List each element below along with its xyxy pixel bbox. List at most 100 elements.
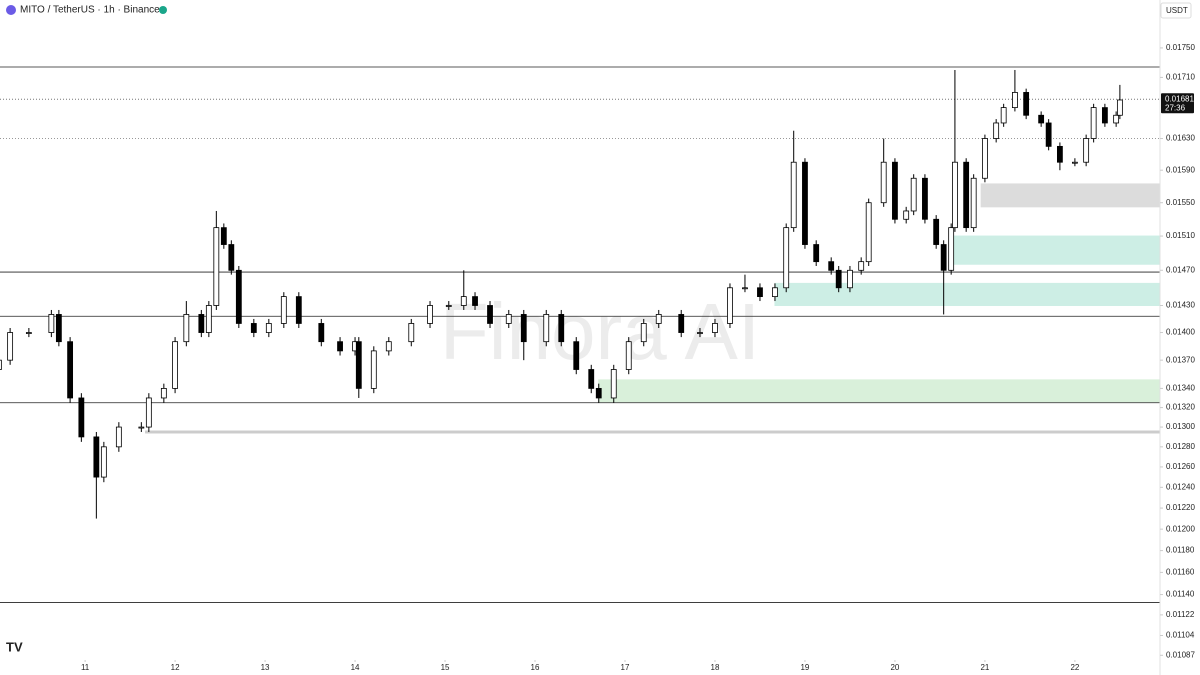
candle-body xyxy=(213,227,220,306)
candle-body xyxy=(1083,138,1090,163)
y-tick-label: 0.01510 xyxy=(1166,231,1195,240)
candle-body xyxy=(892,161,898,220)
candle-body xyxy=(1113,114,1120,124)
candle-body xyxy=(933,218,940,245)
candle-body xyxy=(487,305,493,324)
candle-body xyxy=(138,426,145,429)
x-tick-label: 13 xyxy=(261,663,270,672)
candle-body xyxy=(772,287,778,298)
candle-body xyxy=(337,341,343,352)
x-tick-label: 12 xyxy=(171,663,180,672)
x-tick-label: 15 xyxy=(441,663,450,672)
candle-body xyxy=(910,177,917,212)
y-tick-label: 0.01160 xyxy=(1166,568,1195,577)
candle-body xyxy=(7,332,14,361)
candle-body xyxy=(1090,107,1097,139)
candle-body xyxy=(280,296,287,324)
y-tick-label: 0.01550 xyxy=(1166,198,1195,207)
candle-body xyxy=(790,161,797,229)
x-tick-label: 19 xyxy=(800,663,809,672)
candle-body xyxy=(1116,99,1123,116)
symbol-title: MITO / TetherUS · 1h · Binance xyxy=(20,5,160,16)
candle-body xyxy=(370,350,377,389)
y-tick-label: 0.01300 xyxy=(1166,422,1195,431)
candle-body xyxy=(355,341,362,389)
status-dot[interactable] xyxy=(159,6,167,14)
y-tick-label: 0.01590 xyxy=(1166,165,1195,174)
x-tick-label: 17 xyxy=(621,663,630,672)
y-tick-label: 0.01104 xyxy=(1166,631,1195,640)
y-tick-label: 0.01087 xyxy=(1166,650,1195,659)
candle-body xyxy=(183,314,190,343)
candle-body xyxy=(67,341,74,399)
candle-body xyxy=(93,436,100,478)
candle-body xyxy=(543,314,550,343)
candle-body xyxy=(115,426,122,448)
y-tick-label: 0.01200 xyxy=(1166,524,1195,533)
candle-body xyxy=(250,323,257,333)
candle-body xyxy=(1071,161,1078,164)
x-tick-label: 16 xyxy=(531,663,540,672)
y-tick-label: 0.01240 xyxy=(1166,482,1195,491)
y-tick-label: 0.01710 xyxy=(1166,73,1195,82)
candle-body xyxy=(78,397,85,438)
candle-body xyxy=(655,314,662,324)
x-tick-label: 14 xyxy=(351,663,360,672)
candle-body xyxy=(235,269,242,324)
y-tick-label: 0.01430 xyxy=(1166,301,1195,310)
candle-body xyxy=(1023,92,1030,116)
candle-body xyxy=(408,323,415,343)
candle-body xyxy=(595,388,602,399)
candle-body xyxy=(610,369,617,399)
candle-body xyxy=(697,332,703,334)
last-price-badge xyxy=(1161,93,1194,114)
candle-body xyxy=(858,261,865,271)
candle-body xyxy=(460,296,467,306)
zone xyxy=(598,379,1161,403)
candle-body xyxy=(1045,122,1052,147)
candle-body xyxy=(963,161,970,229)
candle-body xyxy=(727,287,733,324)
candle-body xyxy=(880,161,887,204)
candle-body xyxy=(205,305,212,333)
x-tick-label: 11 xyxy=(81,663,90,672)
currency-box[interactable] xyxy=(1160,2,1192,19)
candle-body xyxy=(445,305,452,307)
candle-body xyxy=(952,161,958,229)
symbol-icon xyxy=(6,5,16,15)
candle-body xyxy=(903,210,910,220)
candle-body xyxy=(783,227,790,289)
candle-body xyxy=(757,287,763,298)
y-tick-label: 0.01220 xyxy=(1166,503,1195,512)
y-tick-label: 0.01180 xyxy=(1166,546,1195,555)
zone xyxy=(950,235,1161,265)
candle-body xyxy=(982,138,988,179)
y-tick-label: 0.01122 xyxy=(1166,610,1195,619)
candle-body xyxy=(55,314,62,343)
candle-body xyxy=(712,323,718,333)
candle-body xyxy=(145,397,152,428)
candle-body xyxy=(1056,145,1063,163)
candle-body xyxy=(813,244,820,263)
zone xyxy=(980,183,1161,208)
x-tick-label: 22 xyxy=(1070,663,1079,672)
candle-body xyxy=(198,314,205,333)
y-tick-label: 0.01630 xyxy=(1166,134,1195,143)
currency: USDT xyxy=(1166,6,1188,15)
candle-body xyxy=(742,287,748,290)
x-tick-label: 21 xyxy=(980,663,989,672)
candle-body xyxy=(1000,107,1007,124)
candle-body xyxy=(505,314,512,324)
x-tick-label: 20 xyxy=(890,663,899,672)
y-tick-label: 0.01470 xyxy=(1166,265,1195,274)
candle-body xyxy=(472,296,478,306)
logo: TV xyxy=(6,639,23,654)
candle-body xyxy=(25,332,32,334)
candle-body xyxy=(1038,114,1045,124)
y-tick-label: 0.01280 xyxy=(1166,442,1195,451)
candle-body xyxy=(172,341,178,389)
candle-body xyxy=(520,314,527,343)
candle-body xyxy=(0,359,2,370)
